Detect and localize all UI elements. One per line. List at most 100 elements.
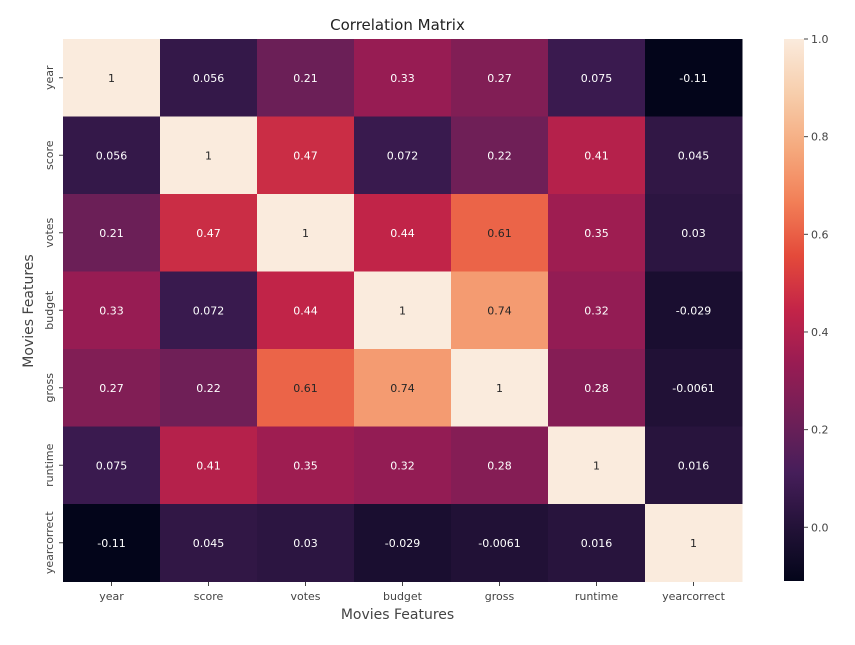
cell-label: 0.016 — [581, 537, 613, 550]
cell-label: 1 — [496, 382, 503, 395]
heatmap-cell-budget-runtime — [548, 271, 646, 350]
heatmap-cell-votes-budget — [354, 194, 452, 272]
cell-label: 0.32 — [584, 304, 609, 317]
heatmap-cell-gross-votes — [257, 349, 355, 427]
heatmap-cell-score-year — [63, 116, 161, 195]
colorbar-tick-label: 0.0 — [811, 521, 829, 534]
y-tick-label: year — [43, 65, 56, 90]
cell-label: -0.0061 — [672, 382, 714, 395]
cell-label: 0.33 — [390, 72, 415, 85]
cell-label: 0.21 — [99, 227, 124, 240]
heatmap-cell-score-runtime — [548, 116, 646, 195]
cell-label: 1 — [593, 459, 600, 472]
heatmap-cell-gross-yearcorrect — [645, 349, 743, 427]
heatmap-cell-year-votes — [257, 39, 355, 117]
x-tick-label: yearcorrect — [662, 590, 726, 603]
heatmap-cell-score-budget — [354, 116, 452, 195]
heatmap-cell-year-gross — [451, 39, 549, 117]
heatmap-cell-score-votes — [257, 116, 355, 195]
heatmap-cell-score-gross — [451, 116, 549, 195]
y-tick-label: score — [43, 140, 56, 170]
heatmap-cell-yearcorrect-gross — [451, 504, 549, 582]
cell-label: 0.045 — [678, 149, 710, 162]
heatmap-cell-budget-year — [63, 271, 161, 350]
heatmap-cell-year-budget — [354, 39, 452, 117]
heatmap-cell-runtime-budget — [354, 426, 452, 505]
heatmap-cell-yearcorrect-budget — [354, 504, 452, 582]
heatmap-cell-votes-score — [160, 194, 258, 272]
cell-label: 0.03 — [681, 227, 706, 240]
heatmap-cell-yearcorrect-score — [160, 504, 258, 582]
cell-label: 0.072 — [387, 149, 419, 162]
cell-label: 0.016 — [678, 459, 710, 472]
y-tick-label: votes — [43, 217, 56, 247]
cell-label: 1 — [302, 227, 309, 240]
cell-label: -0.0061 — [478, 537, 520, 550]
cell-label: 0.072 — [193, 304, 225, 317]
x-axis-label: Movies Features — [341, 607, 454, 623]
heatmap-cell-budget-score — [160, 271, 258, 350]
cell-label: -0.11 — [679, 72, 707, 85]
cell-label: 0.33 — [99, 304, 124, 317]
cell-label: 0.44 — [390, 227, 415, 240]
x-axis-ticks: year score votes budget gross runtime yearcorr… — [99, 582, 726, 603]
heatmap-cell-gross-year — [63, 349, 161, 427]
cell-label: 0.61 — [293, 382, 318, 395]
cell-label: 1 — [399, 304, 406, 317]
heatmap-cell-score-score — [160, 116, 258, 195]
colorbar-tick-label: 1.0 — [811, 33, 829, 46]
y-tick-label: gross — [43, 373, 56, 403]
cell-label: 0.27 — [99, 382, 124, 395]
cell-label: 0.28 — [584, 382, 609, 395]
heatmap-cell-votes-runtime — [548, 194, 646, 272]
heatmap-cell-yearcorrect-yearcorrect — [645, 504, 743, 582]
cell-label: 0.21 — [293, 72, 318, 85]
cell-label: 0.61 — [487, 227, 512, 240]
heatmap-cell-yearcorrect-votes — [257, 504, 355, 582]
heatmap-cell-votes-year — [63, 194, 161, 272]
heatmap-cell-budget-votes — [257, 271, 355, 350]
heatmap-cell-runtime-year — [63, 426, 161, 505]
heatmap-cell-runtime-runtime — [548, 426, 646, 505]
cell-label: 0.35 — [584, 227, 609, 240]
heatmap-cell-votes-yearcorrect — [645, 194, 743, 272]
heatmap-cell-budget-budget — [354, 271, 452, 350]
cell-label: -0.029 — [676, 304, 711, 317]
cell-label: 0.056 — [193, 72, 225, 85]
heatmap-cell-gross-score — [160, 349, 258, 427]
heatmap-cell-year-score — [160, 39, 258, 117]
colorbar-tick-label: 0.4 — [811, 326, 829, 339]
cell-label: 1 — [690, 537, 697, 550]
cell-label: 0.44 — [293, 304, 318, 317]
cell-label: 0.35 — [293, 459, 318, 472]
cell-label: 0.056 — [96, 149, 128, 162]
x-tick-label: runtime — [575, 590, 619, 603]
y-tick-label: budget — [43, 290, 56, 330]
x-tick-label: votes — [290, 590, 320, 603]
cell-label: 0.47 — [196, 227, 221, 240]
colorbar-tick-label: 0.8 — [811, 131, 829, 144]
heatmap-cell-runtime-votes — [257, 426, 355, 505]
cell-label: 1 — [205, 149, 212, 162]
heatmap-cell-year-runtime — [548, 39, 646, 117]
heatmap-cell-votes-votes — [257, 194, 355, 272]
heatmap-cell-score-yearcorrect — [645, 116, 743, 195]
cell-label: 0.74 — [487, 304, 512, 317]
cell-label: 0.22 — [487, 149, 512, 162]
cell-label: 0.41 — [584, 149, 609, 162]
colorbar-tick-label: 0.6 — [811, 228, 829, 241]
cell-label: -0.11 — [97, 537, 125, 550]
heatmap-cells — [63, 39, 743, 582]
heatmap-cell-gross-budget — [354, 349, 452, 427]
heatmap-cell-runtime-score — [160, 426, 258, 505]
heatmap-cell-gross-gross — [451, 349, 549, 427]
chart-title: Correlation Matrix — [330, 16, 465, 34]
y-axis-label: Movies Features — [21, 254, 37, 367]
y-axis-ticks: year score votes budget gross runtime yearcorr… — [43, 65, 63, 574]
cell-label: 0.32 — [390, 459, 415, 472]
cell-label: 0.47 — [293, 149, 318, 162]
heatmap-cell-runtime-gross — [451, 426, 549, 505]
x-tick-label: score — [194, 590, 224, 603]
